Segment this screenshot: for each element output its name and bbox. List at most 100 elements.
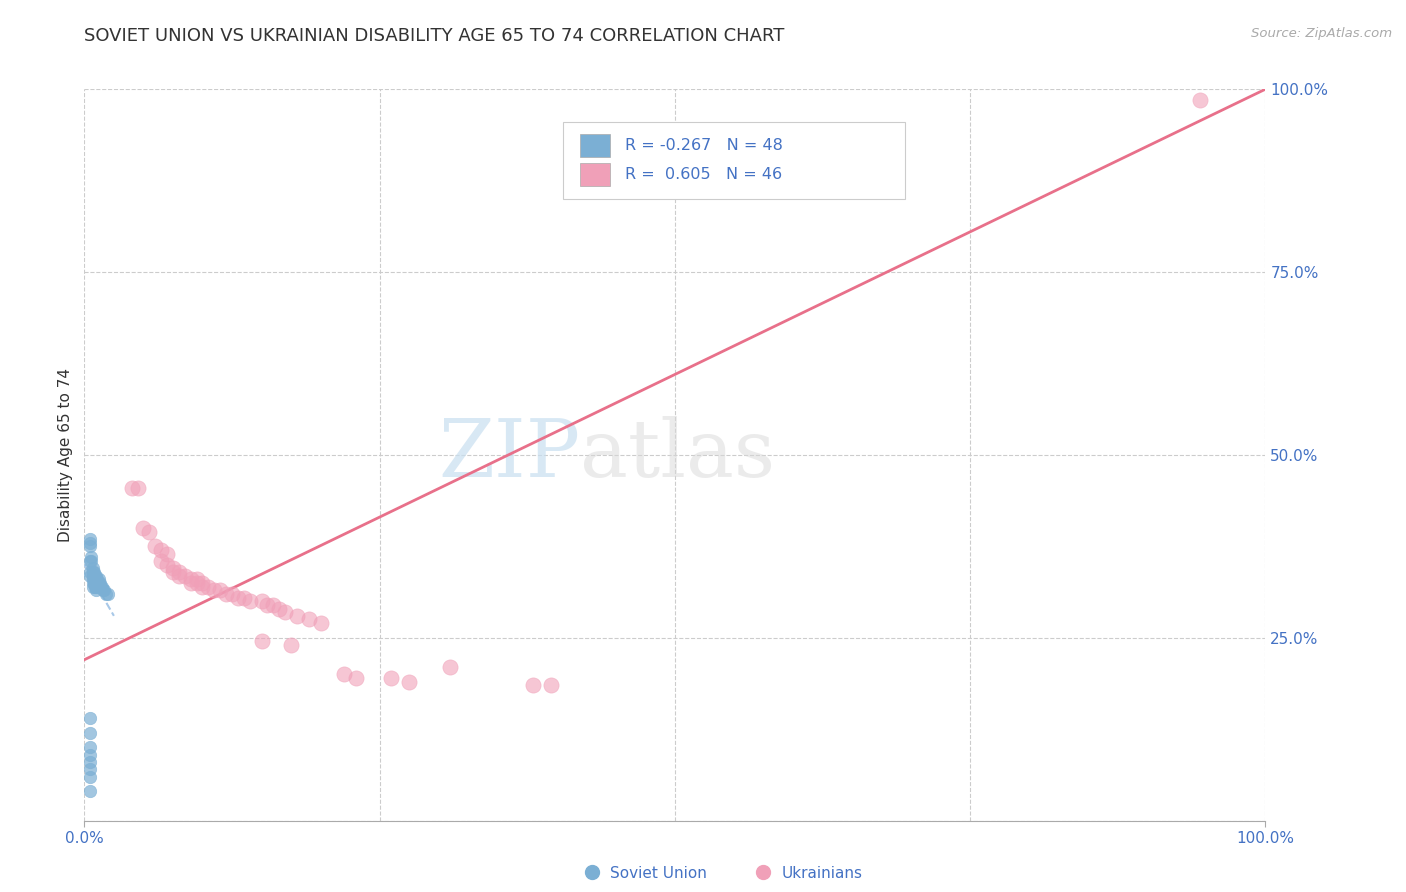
Point: [84, 568, 107, 582]
Point: [79, 740, 101, 755]
Point: [84, 576, 107, 591]
Point: [83, 565, 105, 579]
Point: [90, 580, 112, 594]
Point: [87, 576, 110, 591]
Point: [156, 558, 179, 572]
Text: Ukrainians: Ukrainians: [782, 866, 862, 880]
Point: [79, 565, 101, 579]
Point: [79, 763, 101, 777]
Point: [285, 608, 308, 623]
Point: [226, 591, 249, 605]
Point: [197, 580, 219, 594]
Point: [79, 747, 101, 762]
Point: [132, 521, 155, 535]
Point: [82, 572, 104, 586]
Bar: [581, 163, 610, 186]
Point: [202, 583, 225, 598]
Point: [83, 572, 105, 586]
Text: R =  0.605   N = 46: R = 0.605 N = 46: [626, 168, 782, 182]
Point: [262, 598, 284, 612]
Point: [79, 535, 101, 549]
Point: [167, 568, 190, 582]
Point: [79, 711, 101, 725]
Point: [84, 576, 107, 591]
FancyBboxPatch shape: [562, 122, 905, 199]
Point: [79, 554, 101, 568]
Point: [156, 547, 179, 561]
Point: [180, 572, 202, 586]
Point: [398, 674, 420, 689]
Text: R = -0.267   N = 48: R = -0.267 N = 48: [626, 138, 783, 153]
Point: [250, 594, 273, 608]
Point: [380, 671, 402, 685]
Point: [79, 532, 101, 546]
Point: [91, 583, 114, 598]
Point: [250, 634, 273, 648]
Point: [522, 678, 544, 692]
Point: [79, 568, 101, 582]
Point: [79, 770, 101, 784]
Text: atlas: atlas: [581, 416, 776, 494]
Point: [82, 576, 104, 591]
Text: Source: ZipAtlas.com: Source: ZipAtlas.com: [1251, 27, 1392, 40]
Point: [232, 591, 254, 605]
Point: [84, 568, 107, 582]
Point: [309, 616, 332, 631]
Point: [80, 554, 103, 568]
Point: [127, 481, 149, 495]
Point: [82, 561, 104, 575]
Point: [344, 671, 367, 685]
Point: [256, 598, 278, 612]
Point: [82, 565, 104, 579]
Point: [150, 554, 173, 568]
Point: [89, 576, 111, 591]
Point: [298, 613, 321, 627]
Point: [221, 587, 243, 601]
Point: [83, 576, 105, 591]
Point: [180, 576, 202, 591]
Point: [84, 580, 107, 594]
Text: Soviet Union: Soviet Union: [610, 866, 707, 880]
Point: [80, 550, 103, 565]
Point: [83, 568, 105, 582]
Point: [79, 755, 101, 769]
Point: [82, 580, 104, 594]
Point: [121, 481, 143, 495]
Point: [79, 726, 101, 740]
Point: [209, 583, 232, 598]
Point: [274, 605, 297, 619]
Point: [280, 638, 302, 652]
Point: [215, 587, 238, 601]
Point: [84, 572, 107, 586]
Point: [540, 678, 562, 692]
Point: [186, 572, 208, 586]
Point: [269, 601, 291, 615]
Text: ZIP: ZIP: [439, 416, 581, 494]
Text: SOVIET UNION VS UKRAINIAN DISABILITY AGE 65 TO 74 CORRELATION CHART: SOVIET UNION VS UKRAINIAN DISABILITY AGE…: [84, 27, 785, 45]
Point: [86, 576, 108, 591]
Point: [239, 594, 262, 608]
Point: [84, 572, 107, 586]
Point: [82, 568, 104, 582]
Point: [186, 576, 208, 591]
Point: [84, 583, 107, 598]
Point: [333, 667, 356, 681]
Point: [87, 572, 110, 586]
Point: [84, 580, 107, 594]
Point: [191, 580, 214, 594]
Point: [91, 580, 114, 594]
Point: [97, 587, 120, 601]
Bar: [581, 134, 610, 157]
Point: [138, 524, 160, 539]
Point: [79, 784, 101, 798]
Point: [167, 565, 190, 579]
Point: [439, 660, 461, 674]
Point: [150, 543, 173, 558]
Point: [79, 539, 101, 553]
Point: [143, 539, 166, 553]
Y-axis label: Disability Age 65 to 74: Disability Age 65 to 74: [58, 368, 73, 542]
Point: [93, 583, 115, 598]
Point: [94, 587, 117, 601]
Point: [162, 561, 184, 575]
Point: [86, 580, 108, 594]
